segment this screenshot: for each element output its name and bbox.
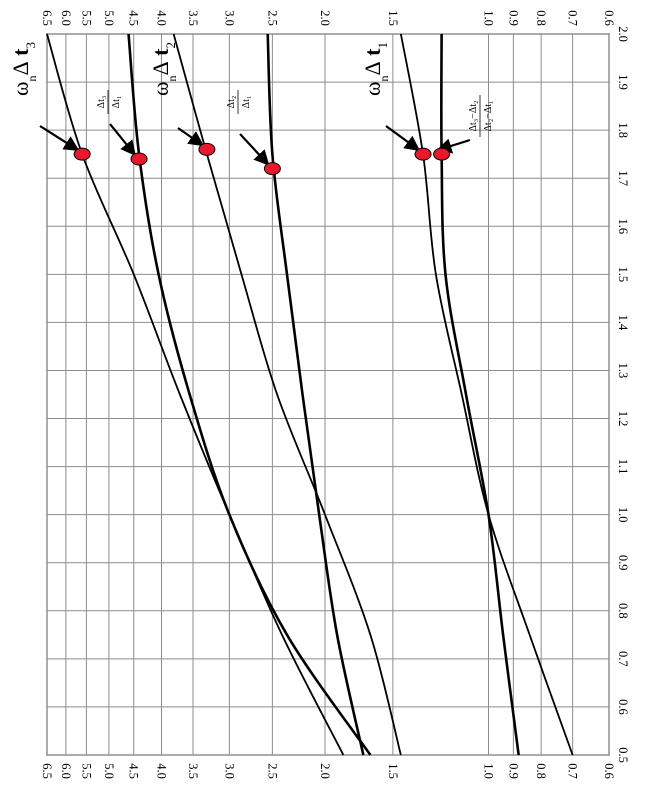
label-omega3: ωnΔ t3 (8, 42, 39, 96)
y-tick-label-top: 0.8 (534, 10, 548, 26)
fraction-denominator: Δt₂−Δt₁ (483, 100, 494, 131)
y-tick-label-top: 4.5 (127, 10, 141, 26)
label-ratio21: Δt₂ Δt₁ (226, 90, 252, 114)
y-tick-label-top: 5.0 (102, 10, 116, 26)
fraction-denominator: Δt₁ (111, 96, 122, 109)
y-tick-label-top: 0.7 (566, 10, 580, 26)
x-tick-label: 1.2 (616, 411, 630, 427)
y-tick-label-top: 0.6 (602, 10, 616, 26)
x-tick-label: 1.6 (616, 218, 630, 234)
label-ratio31: Δt₃ Δt₁ (96, 90, 122, 114)
y-tick-label-top: 3.0 (222, 10, 236, 26)
x-tick-label: 0.6 (616, 699, 630, 715)
x-tick-label: 0.8 (616, 603, 630, 619)
fraction-numerator: Δt₂ (226, 96, 237, 109)
y-tick-label-top: 6.5 (40, 10, 54, 26)
y-tick-label-bottom: 1.0 (482, 763, 496, 779)
series-line-1: ω_n Δt_3 (46, 33, 345, 756)
label-omega2: ωnΔ t2 (148, 42, 179, 96)
x-tick-label: 1.3 (616, 363, 630, 379)
y-tick-label-bottom: 6.5 (40, 763, 54, 779)
data-marker-ratio21 (263, 162, 281, 176)
x-tick-label: 1.1 (616, 459, 630, 475)
plot-frame (46, 33, 610, 756)
y-tick-label-top: 3.5 (186, 10, 200, 26)
data-marker-ratio3221 (433, 147, 451, 161)
y-tick-label-bottom: 5.0 (102, 763, 116, 779)
data-marker-omega2 (198, 142, 216, 156)
y-tick-label-bottom: 4.0 (155, 763, 169, 779)
annotation-arrow (239, 133, 270, 166)
label-text: ωnΔ t2 (148, 42, 179, 96)
data-marker-ratio31 (130, 152, 148, 166)
series-line-2: Δt_3/Δt_1 (127, 33, 372, 756)
y-tick-label-bottom: 2.5 (265, 763, 279, 779)
y-tick-label-bottom: 4.5 (127, 763, 141, 779)
x-tick-label: 2.0 (616, 26, 630, 42)
label-text: ωnΔ t3 (8, 42, 39, 96)
x-tick-label: 0.7 (616, 651, 630, 667)
series-line-6: (Δt_3−Δt_2)/(Δt_2−Δt_1) (440, 33, 520, 756)
y-tick-label-top: 5.5 (79, 10, 93, 26)
label-text: ωnΔ t1 (360, 42, 391, 96)
y-tick-label-top: 1.0 (482, 10, 496, 26)
label-omega1: ωnΔ t1 (360, 42, 391, 96)
y-tick-label-bottom: 5.5 (79, 763, 93, 779)
annotation-arrow (385, 125, 421, 152)
y-tick-label-bottom: 1.5 (386, 763, 400, 779)
x-tick-label: 1.8 (616, 122, 630, 138)
x-tick-label: 0.9 (616, 555, 630, 571)
y-tick-label-top: 2.5 (265, 10, 279, 26)
x-tick-label: 1.9 (616, 74, 630, 90)
label-ratio3221: Δt₃−Δt₂ Δt₂−Δt₁ (468, 95, 494, 137)
y-tick-label-top: 6.0 (59, 10, 73, 26)
x-tick-label: 1.5 (616, 267, 630, 283)
y-tick-label-bottom: 3.5 (186, 763, 200, 779)
x-tick-label: 0.5 (616, 747, 630, 763)
x-tick-label: 1.4 (616, 315, 630, 331)
y-tick-label-bottom: 0.6 (602, 763, 616, 779)
y-tick-label-top: 2.0 (318, 10, 332, 26)
grid-layer (46, 33, 610, 756)
annotation-arrow (177, 127, 205, 147)
y-tick-label-bottom: 3.0 (222, 763, 236, 779)
y-tick-label-top: 1.5 (386, 10, 400, 26)
y-tick-label-bottom: 0.9 (506, 763, 520, 779)
y-tick-label-bottom: 0.8 (534, 763, 548, 779)
annotation-arrow (109, 123, 137, 157)
y-tick-label-bottom: 6.0 (59, 763, 73, 779)
x-tick-label: 1.0 (616, 507, 630, 523)
annotation-arrow (39, 125, 80, 152)
fraction-numerator: Δt₃−Δt₂ (468, 100, 479, 131)
series-line-4: Δt_2/Δt_1 (266, 33, 365, 756)
tick-labels: 0.50.60.70.80.91.01.11.21.31.41.51.61.71… (40, 10, 630, 779)
y-tick-label-bottom: 2.0 (318, 763, 332, 779)
data-marker-omega3 (73, 147, 91, 161)
series-line-5: ω_n Δt_1 (399, 33, 574, 756)
annotations-layer: ωnΔ t3 Δt₃ Δt₁ ωnΔ t2 Δt₂ Δt₁ ωnΔ t1 Δt₃−Δt₂ Δt₂… (8, 42, 494, 176)
y-tick-label-top: 0.9 (506, 10, 520, 26)
x-tick-label: 1.7 (616, 170, 630, 186)
y-tick-label-bottom: 0.7 (566, 763, 580, 779)
fraction-numerator: Δt₃ (96, 96, 107, 109)
data-marker-omega1 (414, 147, 432, 161)
fraction-denominator: Δt₁ (241, 96, 252, 109)
y-tick-label-top: 4.0 (155, 10, 169, 26)
